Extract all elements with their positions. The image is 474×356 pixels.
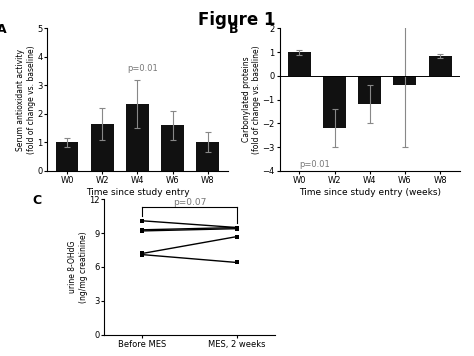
Bar	[55, 142, 79, 171]
Text: B: B	[229, 23, 239, 36]
Text: A: A	[0, 23, 7, 36]
Bar	[91, 124, 114, 171]
Bar	[358, 76, 381, 104]
Bar	[323, 76, 346, 128]
Bar	[126, 104, 149, 171]
Bar	[428, 56, 452, 76]
Text: Figure 1: Figure 1	[198, 11, 276, 29]
Text: C: C	[33, 194, 42, 207]
Text: p=0.07: p=0.07	[173, 198, 206, 207]
Y-axis label: Carbonylated proteins
(fold of change vs. baseline): Carbonylated proteins (fold of change vs…	[242, 45, 261, 154]
Text: p=0.01: p=0.01	[299, 160, 330, 169]
Bar	[196, 142, 219, 171]
Bar	[393, 76, 416, 85]
Y-axis label: Serum antioxidant activity
(fold of change vs. baseline): Serum antioxidant activity (fold of chan…	[17, 45, 36, 154]
Bar	[161, 125, 184, 171]
X-axis label: Time since study entry: Time since study entry	[86, 188, 189, 197]
X-axis label: Time since study entry (weeks): Time since study entry (weeks)	[299, 188, 441, 197]
Y-axis label: urine 8-OHdG
(ng/mg creatinine): urine 8-OHdG (ng/mg creatinine)	[68, 231, 88, 303]
Text: p=0.01: p=0.01	[127, 64, 158, 73]
Bar	[288, 52, 311, 76]
